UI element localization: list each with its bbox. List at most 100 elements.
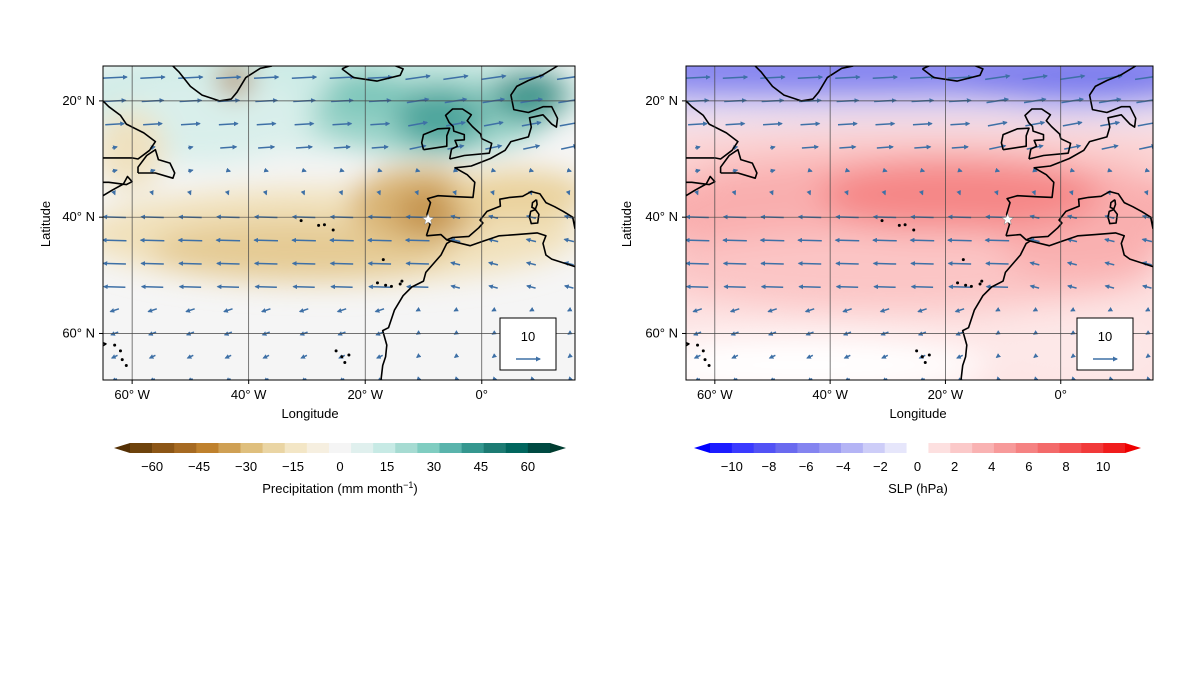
wind-vector xyxy=(1107,306,1114,312)
colorbar-segment xyxy=(505,443,529,453)
colorbar-segment xyxy=(130,443,153,453)
wind-vector xyxy=(415,306,421,312)
colorbar-segment xyxy=(240,443,263,453)
lat-tick-label: 40° N xyxy=(645,209,678,224)
wind-vector xyxy=(693,354,701,359)
island xyxy=(696,343,700,347)
coastline xyxy=(754,66,854,102)
wind-vector xyxy=(806,354,814,359)
lon-tick-label: 60° W xyxy=(114,387,150,402)
wind-vector xyxy=(367,261,392,266)
wind-vector xyxy=(185,308,195,313)
wind-vector xyxy=(112,145,118,151)
island xyxy=(903,223,907,227)
white-star-icon xyxy=(1001,212,1015,225)
wind-vector xyxy=(224,354,232,359)
wind-vector xyxy=(909,237,935,243)
wind-vector xyxy=(1144,167,1150,173)
wind-vector xyxy=(1134,76,1153,81)
colorbar-segment xyxy=(196,443,219,453)
coastline xyxy=(172,66,273,102)
wind-vector xyxy=(910,74,936,80)
island xyxy=(118,349,122,353)
wind-vector xyxy=(1032,167,1038,173)
wind-vector xyxy=(140,74,166,80)
colorbar-extend-high xyxy=(550,443,566,453)
wind-vector xyxy=(985,74,1011,81)
wind-vector xyxy=(1066,237,1078,243)
wind-vector xyxy=(490,167,497,173)
colorbar-segment xyxy=(373,443,396,453)
colorbar-segment xyxy=(710,443,733,453)
wind-vector xyxy=(1142,284,1152,290)
wind-vector xyxy=(187,145,194,151)
wind-vector xyxy=(694,377,701,380)
wind-vector xyxy=(404,237,430,243)
wind-vector xyxy=(529,306,535,312)
wind-vector xyxy=(843,354,851,359)
colorbar-tick-label: −6 xyxy=(799,459,814,474)
wind-vector xyxy=(1064,144,1082,150)
wind-vector xyxy=(910,284,934,290)
wind-vector xyxy=(695,145,701,151)
slp-colorbar-label: SLP (hPa) xyxy=(888,481,948,496)
island xyxy=(120,358,124,362)
wind-vector xyxy=(760,74,786,80)
colorbar-tick-label: −15 xyxy=(282,459,304,474)
wind-vector xyxy=(722,261,747,266)
island xyxy=(880,219,884,223)
wind-vector xyxy=(487,261,499,266)
wind-vector xyxy=(105,121,126,127)
wind-vector xyxy=(917,308,927,313)
wind-vector xyxy=(763,121,783,127)
precip-gridlines xyxy=(103,66,575,380)
wind-vector xyxy=(688,121,708,127)
colorbar-tick-label: 10 xyxy=(1096,459,1110,474)
wind-vector xyxy=(405,261,429,266)
wind-vector xyxy=(223,308,233,313)
coastline xyxy=(528,208,540,225)
wind-vector xyxy=(1070,306,1076,312)
wind-vector xyxy=(415,167,421,173)
coastline xyxy=(103,100,157,160)
wind-vector xyxy=(367,74,393,80)
wind-vector xyxy=(732,168,739,174)
wind-vector xyxy=(178,74,204,80)
lon-tick-label: 20° W xyxy=(347,387,383,402)
colorbar-segment xyxy=(884,443,907,453)
wind-vector xyxy=(258,144,276,150)
wind-vector xyxy=(528,167,535,173)
wind-vector xyxy=(881,354,889,359)
wind-vector xyxy=(295,144,314,150)
wind-vector xyxy=(1145,306,1151,312)
wind-vector xyxy=(567,353,573,359)
wind-vector xyxy=(912,121,933,127)
colorbar-tick-label: 2 xyxy=(951,459,958,474)
wind-vector xyxy=(149,377,156,380)
wind-vector xyxy=(994,167,1001,173)
coastline xyxy=(103,342,107,347)
wind-vector xyxy=(301,167,307,173)
coastline xyxy=(103,175,133,197)
colorbar-tick-label: 30 xyxy=(427,459,441,474)
wind-vector xyxy=(947,74,974,80)
wind-vector xyxy=(910,261,934,266)
wind-vector xyxy=(1022,74,1048,81)
wind-vector xyxy=(339,167,345,173)
wind-vector xyxy=(291,237,316,243)
slp-ylabel: Latitude xyxy=(619,201,634,247)
wind-vector xyxy=(723,284,746,290)
wind-vector xyxy=(147,308,158,313)
wind-vector xyxy=(178,284,202,290)
wind-vector xyxy=(725,121,746,127)
wind-vector xyxy=(294,121,315,127)
lon-tick-label: 0° xyxy=(476,387,488,402)
wind-vector xyxy=(453,167,459,173)
precip-colorbar: −60 −45 −30 −15 0 15 30 45 60 xyxy=(114,443,566,474)
wind-vector xyxy=(760,261,784,266)
coastline xyxy=(1107,208,1119,225)
wind-vector xyxy=(956,354,964,359)
wind-vector xyxy=(368,284,391,290)
wind-vector xyxy=(876,144,894,150)
